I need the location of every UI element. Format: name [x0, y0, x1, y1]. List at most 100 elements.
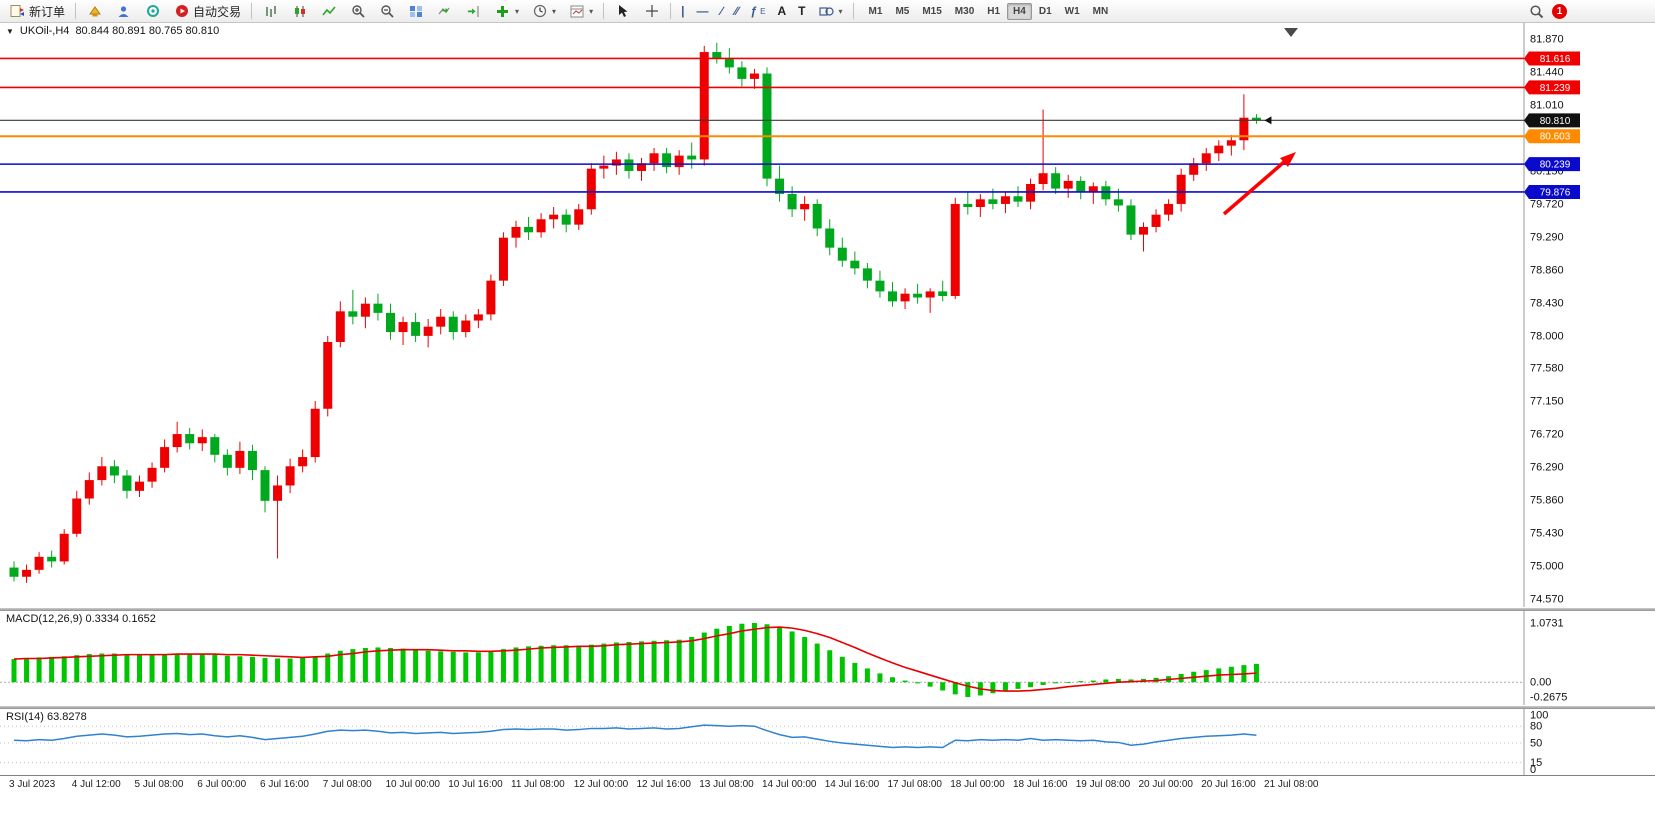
macd-bar: [1053, 682, 1059, 684]
candle-body: [1000, 196, 1010, 204]
macd-axis-label: 0.00: [1530, 677, 1551, 689]
candle-body: [938, 291, 948, 296]
tile-windows-button[interactable]: [402, 1, 429, 21]
autotrading-button[interactable]: 自动交易: [168, 1, 246, 22]
price-tick-label: 75.430: [1530, 528, 1564, 540]
macd-bar: [337, 650, 343, 683]
candle-body: [599, 165, 609, 169]
zoom-out-button[interactable]: [373, 1, 400, 21]
timeframe-button-M30[interactable]: M30: [949, 3, 980, 20]
timeframe-button-M5[interactable]: M5: [889, 3, 915, 20]
panel-splitter[interactable]: [0, 705, 1655, 709]
timeframe-button-MN[interactable]: MN: [1087, 3, 1115, 20]
candle-body: [737, 67, 747, 79]
candle-body: [975, 199, 985, 207]
dropdown-caret-icon: ▾: [838, 6, 843, 16]
panel-splitter[interactable]: [0, 607, 1655, 611]
macd-bar: [400, 648, 406, 683]
timeframe-button-H1[interactable]: H1: [981, 3, 1006, 20]
macd-signal-line: [13, 626, 1257, 692]
macd-bar: [249, 656, 255, 683]
timeframe-button-D1[interactable]: D1: [1033, 3, 1058, 20]
text-tool-button[interactable]: A: [773, 2, 792, 20]
zoom-out-icon: [378, 3, 395, 19]
trend-arrow-annotation[interactable]: [1222, 152, 1296, 216]
candle-body: [1176, 174, 1186, 204]
timeframe-button-W1[interactable]: W1: [1059, 3, 1086, 20]
time-axis-label: 17 Jul 08:00: [887, 779, 943, 790]
time-axis[interactable]: 3 Jul 2023 4 Jul 12:00 5 Jul 08:00 6 Jul 00…: [0, 775, 1655, 795]
time-axis-label: 14 Jul 00:00: [762, 779, 817, 790]
news-button[interactable]: [139, 1, 166, 21]
timeframe-toolbar: M1 M5 M15 M30 H1 H4 D1 W1 MN: [863, 2, 1115, 20]
price-tick-label: 79.720: [1530, 198, 1564, 210]
rsi-axis-label: 50: [1530, 738, 1542, 750]
macd-bar: [839, 656, 845, 683]
time-axis-label: 3 Jul 2023: [9, 779, 56, 790]
candle-body: [1026, 183, 1036, 202]
macd-histogram: [11, 623, 1259, 698]
macd-bar: [312, 656, 318, 683]
channel-tool-button[interactable]: ∕∕: [729, 2, 743, 20]
macd-bar: [802, 636, 808, 683]
macd-bar: [1128, 679, 1134, 683]
community-button[interactable]: [110, 1, 137, 21]
new-order-button[interactable]: 新订单: [4, 1, 70, 22]
chart-shift-marker[interactable]: [1284, 28, 1298, 37]
candle-body: [586, 168, 596, 210]
zoom-in-button[interactable]: [344, 1, 371, 21]
vertical-line-tool-button[interactable]: |: [676, 2, 689, 20]
macd-bar: [287, 658, 293, 683]
candle-body: [611, 159, 621, 166]
indicators-button[interactable]: ▾: [489, 1, 524, 21]
time-axis-label: 10 Jul 00:00: [385, 779, 441, 790]
line-chart-type-button[interactable]: [315, 1, 342, 21]
timeframe-button-M15[interactable]: M15: [916, 3, 947, 20]
search-button[interactable]: [1523, 1, 1550, 21]
candle-body: [950, 203, 960, 296]
macd-canvas[interactable]: 1.0731 0.00 -0.2675: [0, 611, 1655, 705]
text-label-tool-button[interactable]: T: [793, 2, 810, 20]
candle-body: [549, 214, 559, 220]
macd-bar: [212, 654, 218, 683]
market-icon: [86, 3, 103, 19]
trendline-tool-button[interactable]: ∕: [715, 2, 727, 20]
macd-bar: [701, 632, 707, 683]
main-chart-canvas[interactable]: 81.87081.44081.01080.15079.72079.29078.8…: [0, 23, 1655, 607]
candlestick-chart-type-button[interactable]: [286, 1, 313, 21]
time-axis-label: 11 Jul 08:00: [511, 779, 565, 790]
shapes-tool-button[interactable]: ▾: [813, 1, 848, 21]
notification-badge[interactable]: 1: [1552, 3, 1567, 19]
horizontal-line-tool-button[interactable]: —: [691, 2, 713, 20]
price-label-box: [1524, 184, 1580, 199]
market-button[interactable]: [81, 1, 108, 21]
templates-button[interactable]: ▾: [563, 1, 598, 21]
macd-bar: [1115, 678, 1121, 683]
main-chart-panel: ▼ UKOil-,H4 80.844 80.891 80.765 80.810 …: [0, 23, 1655, 607]
candle-body: [1189, 163, 1199, 175]
macd-bar: [1002, 682, 1008, 692]
periods-button[interactable]: ▾: [526, 1, 561, 21]
cursor-tool-button[interactable]: [609, 1, 636, 21]
time-axis-label: 10 Jul 16:00: [448, 779, 503, 790]
crosshair-tool-button[interactable]: [638, 1, 665, 21]
macd-bar: [350, 649, 356, 683]
candle-body: [988, 199, 998, 204]
price-label-box: [1524, 80, 1580, 95]
timeframe-button-M1[interactable]: M1: [863, 3, 889, 20]
macd-bar: [388, 648, 393, 683]
macd-bar: [325, 653, 331, 683]
macd-bar: [162, 654, 168, 683]
autotrading-label: 自动交易: [193, 4, 242, 19]
auto-scroll-button[interactable]: [431, 1, 458, 21]
bar-chart-type-button[interactable]: [257, 1, 284, 21]
horizontal-lines[interactable]: [0, 57, 1524, 193]
chart-menu-icon[interactable]: ▼: [6, 26, 14, 36]
candle-body: [800, 203, 810, 210]
chart-shift-button[interactable]: [460, 1, 487, 21]
timeframe-button-H4[interactable]: H4: [1007, 2, 1032, 20]
time-axis-label: 13 Jul 08:00: [699, 779, 754, 790]
macd-bar: [413, 649, 419, 683]
